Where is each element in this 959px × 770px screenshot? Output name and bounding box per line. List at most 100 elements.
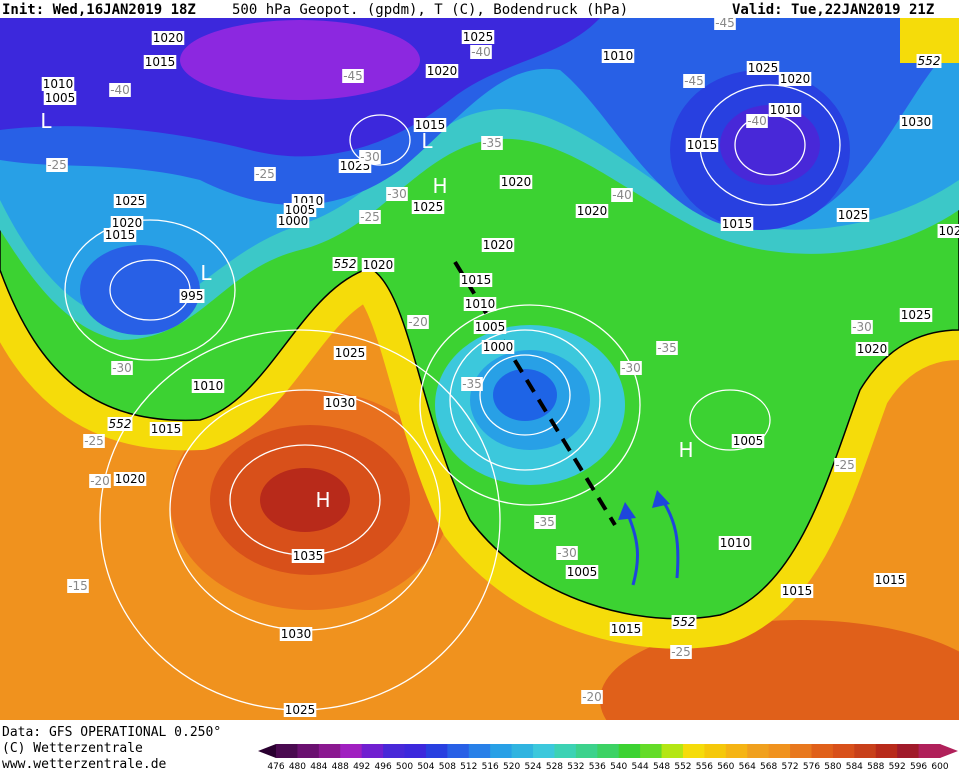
pressure-label: 1030 <box>901 115 932 129</box>
colorbar-swatch <box>832 744 855 758</box>
pressure-label-box <box>899 308 933 322</box>
colorbar-label: 504 <box>417 762 434 770</box>
pressure-label-box <box>873 573 907 587</box>
temperature-label: -30 <box>852 320 872 334</box>
pressure-label-box <box>151 31 185 45</box>
colorbar-swatch <box>276 744 298 758</box>
colorbar-label: 512 <box>460 762 477 770</box>
temperature-label-box <box>851 320 873 334</box>
colorbar-swatch <box>383 744 406 758</box>
temperature-label: -30 <box>621 361 641 375</box>
pressure-label-box <box>425 64 459 78</box>
pressure-label: 1000 <box>483 340 514 354</box>
warm-core <box>260 468 350 532</box>
colorbar-label: 520 <box>503 762 520 770</box>
pressure-label: 1015 <box>722 217 753 231</box>
flow-arrowhead <box>618 502 636 520</box>
height-label-box <box>671 615 697 629</box>
pressure-label: 1000 <box>278 214 309 228</box>
temperature-label-box <box>611 188 633 202</box>
isobars <box>64 84 841 711</box>
height-label: 552 <box>673 615 696 629</box>
temperature-label-box <box>359 150 381 164</box>
pressure-label-box <box>113 472 147 486</box>
colorbar-swatch <box>511 744 534 758</box>
pressure-label: 1035 <box>293 549 324 563</box>
temperature-label-box <box>342 69 364 83</box>
pressure-label: 1020 <box>363 258 394 272</box>
pressure-label: 1015 <box>782 584 813 598</box>
height-label-box <box>332 257 358 271</box>
pressure-label: 1025 <box>748 61 779 75</box>
temperature-label-box <box>386 187 408 201</box>
colorbar-swatch <box>618 744 641 758</box>
colorbar-label: 556 <box>696 762 713 770</box>
height-label-box <box>916 54 942 68</box>
pressure-label-box <box>855 342 889 356</box>
colorbar-swatch <box>704 744 727 758</box>
colorbar-label: 564 <box>739 762 756 770</box>
map-labels: 1020101510101005102510201015102510251010… <box>40 16 959 717</box>
data-source: Data: GFS OPERATIONAL 0.250° <box>2 725 221 740</box>
pressure-label: 1005 <box>475 320 506 334</box>
temperature-label: -40 <box>471 45 491 59</box>
colorbar-swatch <box>533 744 555 758</box>
colorbar-label: 600 <box>931 762 948 770</box>
temperature-label-box <box>407 315 429 329</box>
temperature-label: -25 <box>360 210 380 224</box>
temperature-label: -35 <box>535 515 555 529</box>
colorbar-swatch <box>425 744 448 758</box>
pressure-label: 1020 <box>427 64 458 78</box>
pressure-center: L <box>200 261 212 285</box>
pressure-label-box <box>41 77 75 91</box>
colorbar-label: 544 <box>632 762 649 770</box>
pressure-label: 1025 <box>285 703 316 717</box>
map-area <box>0 18 959 720</box>
pressure-label-box <box>746 61 780 75</box>
pressure-label-box <box>899 115 933 129</box>
pressure-label: 1015 <box>145 55 176 69</box>
temperature-label: -35 <box>657 341 677 355</box>
temperature-label: -20 <box>582 690 602 704</box>
temperature-label-box <box>834 458 856 472</box>
cold-area <box>493 369 557 421</box>
temperature-label: -25 <box>835 458 855 472</box>
colorbar-swatch <box>597 744 620 758</box>
temperature-label-box <box>534 515 556 529</box>
pressure-label: 1010 <box>465 297 496 311</box>
colorbar-swatch <box>468 744 491 758</box>
colorbar-swatch <box>897 744 920 758</box>
colorbar-swatch <box>725 744 748 758</box>
height-label: 552 <box>109 417 132 431</box>
colorbar-label: 580 <box>824 762 841 770</box>
temperature-label-box <box>83 434 105 448</box>
pressure-center: H <box>678 438 693 462</box>
colorbar-label: 496 <box>375 762 392 770</box>
pressure-label: 1015 <box>687 138 718 152</box>
pressure-label-box <box>149 422 183 436</box>
colorbar-swatch <box>918 744 941 758</box>
colorbar-label: 572 <box>781 762 798 770</box>
pressure-label: 1005 <box>285 203 316 217</box>
colorbar-label: 484 <box>310 762 327 770</box>
pressure-label: 1010 <box>720 536 751 550</box>
pressure-label: 1010 <box>43 77 74 91</box>
pressure-label-box <box>463 297 497 311</box>
temperature-label: -20 <box>408 315 428 329</box>
temperature-label: -30 <box>557 546 577 560</box>
pressure-label: 1015 <box>151 422 182 436</box>
colorbar-label: 568 <box>760 762 777 770</box>
very-cold-area <box>180 20 420 100</box>
colorbar-label: 532 <box>567 762 584 770</box>
temperature-label-box <box>359 210 381 224</box>
pressure-label: 1020 <box>857 342 888 356</box>
pressure-label: 995 <box>181 289 204 303</box>
colorbar-swatch <box>854 744 877 758</box>
temperature-label-box <box>254 167 276 181</box>
temperature-label: -40 <box>747 114 767 128</box>
temperature-label: -25 <box>255 167 275 181</box>
temperature-label: -15 <box>68 579 88 593</box>
pressure-center: L <box>40 109 52 133</box>
temperature-label: -40 <box>110 83 130 97</box>
temperature-label-box <box>581 690 603 704</box>
